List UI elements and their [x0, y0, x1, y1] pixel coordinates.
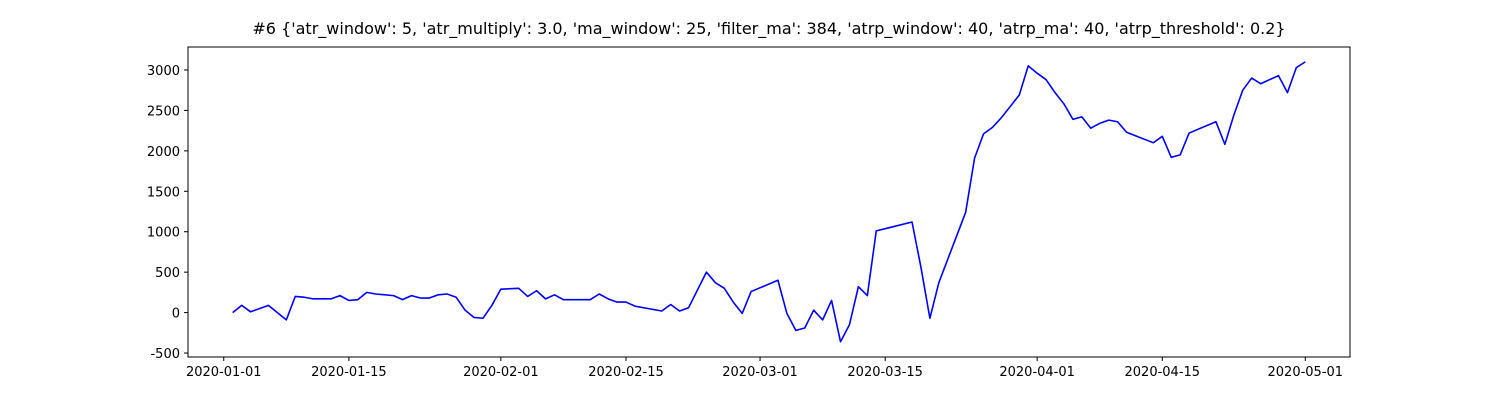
x-tick-label: 2020-03-01 — [722, 365, 798, 380]
x-tick-label: 2020-01-15 — [311, 365, 387, 380]
x-tick-label: 2020-03-15 — [847, 365, 923, 380]
x-tick-label: 2020-04-15 — [1125, 365, 1201, 380]
y-tick-label: 3000 — [147, 64, 180, 79]
y-tick-label: 0 — [172, 307, 180, 322]
y-tick-label: 1000 — [147, 226, 180, 241]
y-tick-label: 500 — [155, 266, 180, 281]
y-tick-label: 1500 — [147, 185, 180, 200]
x-tick-label: 2020-04-01 — [999, 365, 1075, 380]
x-tick-label: 2020-05-01 — [1268, 365, 1344, 380]
y-tick-label: -500 — [150, 347, 180, 362]
x-tick-label: 2020-01-01 — [186, 365, 262, 380]
data-line — [232, 61, 1306, 343]
y-tick-label: 2000 — [147, 145, 180, 160]
x-tick-label: 2020-02-01 — [463, 365, 539, 380]
y-tick-label: 2500 — [147, 104, 180, 119]
chart-title: #6 {'atr_window': 5, 'atr_multiply': 3.0… — [252, 19, 1285, 39]
axes-frame — [187, 46, 1351, 358]
x-tick-label: 2020-02-15 — [588, 365, 664, 380]
